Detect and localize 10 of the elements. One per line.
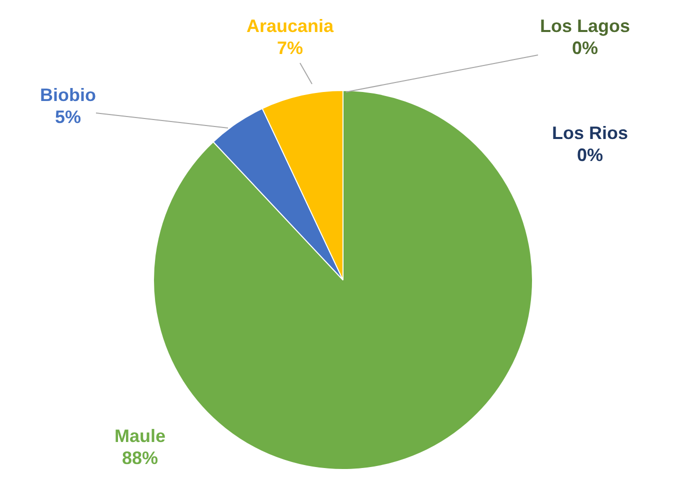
data-label: 5% bbox=[54, 106, 82, 127]
text: 0% bbox=[572, 38, 598, 58]
slice-label: Araucania bbox=[246, 16, 335, 36]
slice-label: Maule bbox=[114, 426, 166, 446]
data-label: 7% bbox=[276, 38, 304, 58]
category-label: Los Lagos bbox=[540, 16, 630, 36]
data-label: 88% bbox=[122, 448, 158, 468]
category-label: Los Rios bbox=[552, 122, 628, 143]
text: 0% bbox=[576, 144, 604, 165]
slice-label: Biobio bbox=[40, 84, 96, 105]
